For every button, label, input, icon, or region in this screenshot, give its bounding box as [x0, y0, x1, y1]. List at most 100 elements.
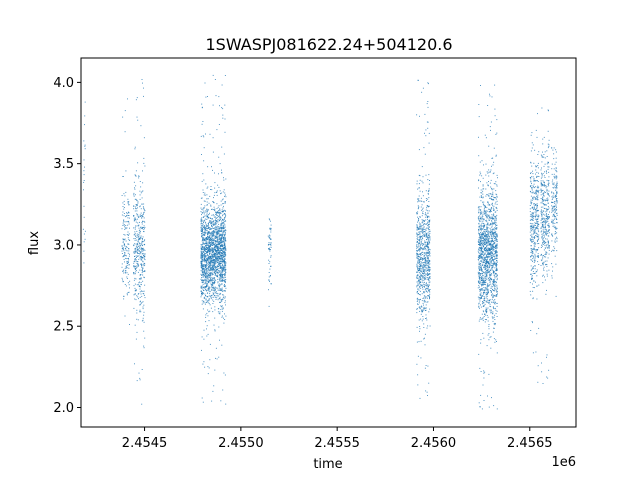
data-point — [489, 126, 491, 128]
data-point — [222, 266, 224, 268]
data-point — [216, 275, 218, 277]
data-point — [481, 211, 483, 213]
data-point — [206, 285, 208, 287]
data-point — [417, 284, 419, 286]
data-point — [204, 265, 206, 266]
data-point — [206, 251, 208, 253]
data-point — [482, 177, 484, 179]
data-point — [142, 319, 144, 321]
data-point — [489, 260, 491, 262]
data-point — [429, 277, 431, 279]
data-point — [206, 219, 208, 220]
data-point — [487, 301, 489, 303]
data-point — [426, 244, 428, 246]
data-point — [216, 228, 218, 230]
data-point — [425, 216, 427, 218]
data-point — [124, 271, 126, 273]
data-point — [493, 405, 495, 407]
data-point — [201, 336, 203, 338]
data-point — [216, 251, 217, 253]
data-point — [486, 221, 488, 223]
data-point — [219, 238, 220, 240]
data-point — [420, 243, 422, 245]
data-point — [221, 259, 223, 260]
data-point — [209, 221, 211, 223]
data-point — [220, 272, 222, 274]
data-point — [481, 298, 483, 299]
data-point — [489, 281, 491, 283]
data-point — [488, 234, 490, 236]
data-point — [207, 210, 208, 212]
data-point — [425, 232, 427, 234]
data-point — [428, 277, 430, 279]
data-point — [142, 216, 144, 217]
data-point — [488, 211, 490, 213]
data-point — [205, 276, 207, 277]
data-point — [202, 259, 204, 261]
data-point — [212, 243, 214, 245]
data-point — [217, 282, 219, 284]
data-point — [209, 243, 211, 244]
data-point — [128, 201, 130, 203]
data-point — [213, 237, 215, 239]
data-point — [205, 237, 207, 239]
data-point — [483, 258, 485, 260]
data-point — [427, 261, 429, 263]
data-point — [136, 261, 138, 262]
data-point — [203, 239, 205, 241]
data-point — [425, 270, 427, 272]
data-point — [214, 330, 216, 332]
data-point — [489, 208, 491, 210]
data-point — [225, 254, 227, 256]
data-point — [200, 273, 202, 275]
data-point — [422, 232, 424, 234]
data-point — [208, 266, 210, 268]
data-point — [479, 300, 481, 302]
data-point — [487, 229, 489, 231]
data-point — [221, 315, 223, 317]
data-point — [421, 293, 423, 295]
data-point — [221, 227, 223, 228]
data-point — [136, 245, 138, 247]
data-point — [425, 318, 426, 319]
data-point — [480, 229, 481, 231]
data-point — [123, 219, 125, 221]
data-point — [493, 246, 495, 248]
data-point — [478, 229, 480, 231]
data-point — [210, 267, 212, 269]
data-point — [222, 267, 224, 269]
data-point — [214, 256, 216, 258]
data-point — [492, 318, 494, 320]
data-point — [417, 211, 419, 213]
data-point — [484, 258, 486, 260]
data-point — [221, 272, 223, 274]
data-point — [213, 244, 215, 245]
data-point — [127, 258, 129, 259]
data-point — [496, 316, 498, 317]
data-point — [478, 244, 480, 246]
data-point — [214, 253, 216, 255]
data-point — [486, 237, 488, 239]
data-point — [480, 216, 482, 218]
data-point — [424, 367, 426, 369]
data-point — [206, 302, 207, 303]
data-point — [144, 262, 145, 264]
data-point — [207, 166, 209, 168]
data-point — [493, 290, 494, 292]
data-point — [488, 256, 490, 258]
data-point — [428, 248, 430, 250]
data-point — [202, 242, 204, 244]
data-point — [416, 225, 418, 227]
data-point — [428, 222, 430, 224]
data-point — [214, 274, 216, 276]
data-point — [495, 236, 496, 238]
data-point — [483, 301, 485, 303]
data-point — [429, 260, 431, 262]
data-point — [427, 247, 429, 249]
data-point — [479, 240, 481, 242]
data-point — [139, 238, 141, 240]
data-point — [480, 195, 482, 197]
data-point — [135, 255, 137, 257]
data-point — [122, 116, 124, 118]
data-point — [205, 321, 207, 323]
